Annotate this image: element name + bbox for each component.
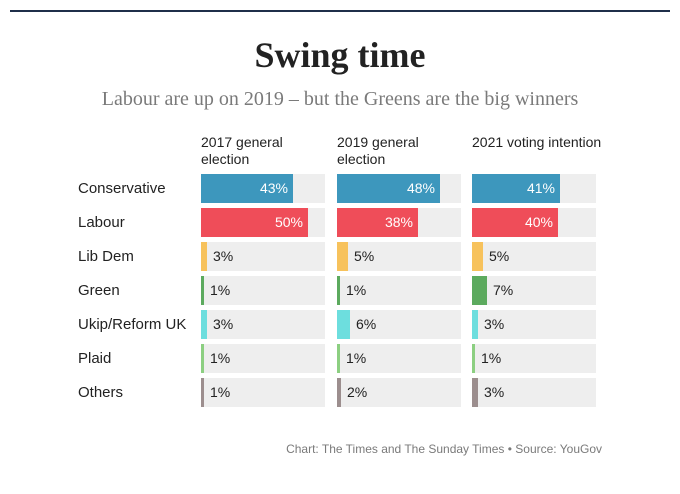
bar-track: 43%	[201, 174, 325, 203]
bar-value-label: 1%	[210, 384, 231, 400]
category-label: Ukip/Reform UK	[78, 316, 187, 333]
bar-value-label: 41%	[526, 180, 555, 196]
bar-value-label: 5%	[354, 248, 375, 264]
bar-track: 48%	[337, 174, 461, 203]
category-label: Green	[78, 282, 120, 299]
bar	[472, 174, 560, 203]
bar-track: 3%	[201, 242, 325, 271]
bar-track: 5%	[472, 242, 596, 271]
bar	[201, 208, 308, 237]
bar	[201, 174, 293, 203]
bar-value-label: 1%	[481, 350, 502, 366]
bar-track: 41%	[472, 174, 596, 203]
bar-value-label: 43%	[259, 180, 288, 196]
bar-value-label: 48%	[406, 180, 435, 196]
bar	[472, 378, 478, 407]
bar	[337, 174, 440, 203]
bar-value-label: 6%	[356, 316, 377, 332]
bar	[472, 276, 487, 305]
category-label: Plaid	[78, 350, 112, 367]
bar-track: 3%	[472, 378, 596, 407]
chart-subtitle: Labour are up on 2019 – but the Greens a…	[101, 88, 579, 110]
bar-track: 50%	[201, 208, 325, 237]
column-header: 2021 voting intention	[472, 134, 602, 150]
column-header: 2017 general election	[201, 134, 283, 167]
bar	[201, 310, 207, 339]
bar-value-label: 1%	[346, 282, 367, 298]
bar	[201, 242, 207, 271]
source-note: Chart: The Times and The Sunday Times • …	[286, 442, 602, 456]
bar-track: 40%	[472, 208, 596, 237]
category-label: Lib Dem	[78, 248, 134, 265]
bar	[472, 208, 558, 237]
bar-value-label: 3%	[213, 316, 234, 332]
top-rule	[10, 10, 670, 12]
chart-title: Swing time	[254, 35, 426, 75]
bar	[337, 208, 418, 237]
column-header: 2019 general election	[337, 134, 419, 167]
bar	[472, 310, 478, 339]
bar-value-label: 7%	[493, 282, 514, 298]
bar	[472, 242, 483, 271]
bar-track: 1%	[472, 344, 596, 373]
category-label: Others	[78, 384, 124, 401]
bar	[337, 276, 340, 305]
bar-track: 38%	[337, 208, 461, 237]
bar-value-label: 50%	[274, 214, 303, 230]
bar-track: 3%	[472, 310, 596, 339]
bar-value-label: 2%	[347, 384, 368, 400]
bar	[337, 242, 348, 271]
bar-track: 1%	[201, 276, 325, 305]
bar-value-label: 1%	[210, 350, 231, 366]
bar-value-label: 3%	[213, 248, 234, 264]
bar-value-label: 40%	[524, 214, 553, 230]
category-label: Conservative	[78, 180, 166, 197]
bar-value-label: 38%	[384, 214, 413, 230]
bar-track: 5%	[337, 242, 461, 271]
bar-track: 1%	[201, 344, 325, 373]
bar-value-label: 3%	[484, 316, 505, 332]
bar-track: 2%	[337, 378, 461, 407]
bar	[201, 276, 204, 305]
bar	[201, 344, 204, 373]
bar	[337, 310, 350, 339]
bar	[472, 344, 475, 373]
bar-track: 1%	[337, 344, 461, 373]
bar-value-label: 3%	[484, 384, 505, 400]
bar	[337, 378, 341, 407]
category-label: Labour	[78, 214, 125, 231]
bar	[337, 344, 340, 373]
bar-value-label: 1%	[346, 350, 367, 366]
bar-track: 1%	[337, 276, 461, 305]
bar-value-label: 1%	[210, 282, 231, 298]
bar-track: 6%	[337, 310, 461, 339]
bar	[201, 378, 204, 407]
bar-value-label: 5%	[489, 248, 510, 264]
bar-track: 3%	[201, 310, 325, 339]
bar-track: 7%	[472, 276, 596, 305]
bar-track: 1%	[201, 378, 325, 407]
